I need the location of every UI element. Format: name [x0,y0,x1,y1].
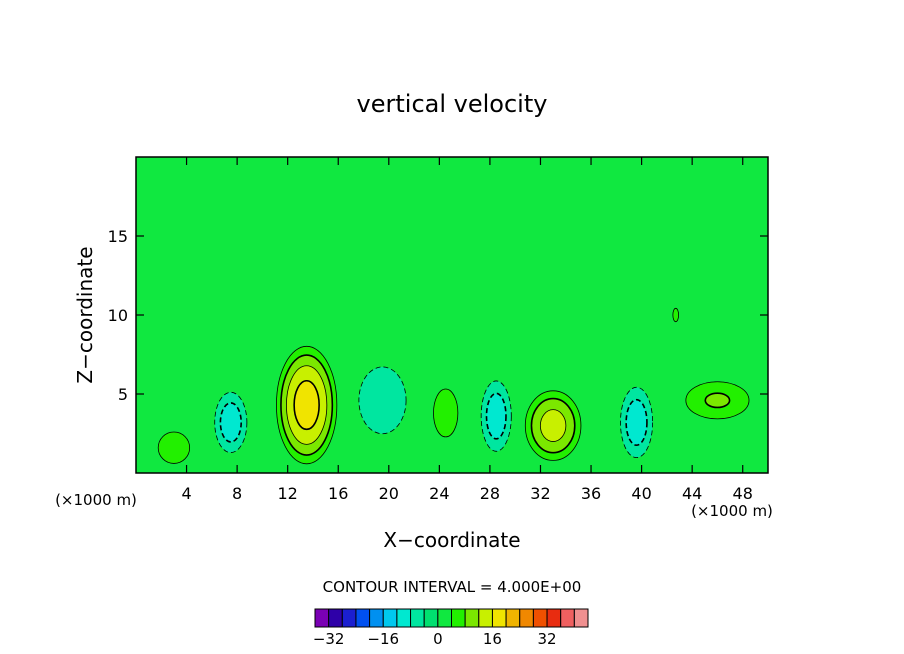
contour-band [433,388,459,438]
colorbar-swatch [464,608,480,628]
colorbar-tick-label: 32 [538,630,557,648]
contour-band [704,392,731,409]
x-tick-label: 12 [278,484,298,503]
x-tick-label: 44 [682,484,702,503]
colorbar-swatch [369,608,384,628]
colorbar-tick-label: −32 [313,630,345,648]
x-tick-label: 48 [733,484,753,503]
x-tick-label: 28 [480,484,500,503]
y-tick-label: 5 [118,385,128,404]
y-axis-ticks: 5 10 15 [108,227,768,404]
contour-band [539,409,567,442]
colorbar-swatch [396,608,412,628]
contour-band [672,307,679,323]
colorbar-tick-label: −16 [367,630,399,648]
y-axis-label: Z−coordinate [73,246,97,383]
colorbar-swatch [546,608,562,628]
contour-band [358,366,407,435]
colorbar-swatch [437,608,453,628]
contour-field [136,157,768,473]
colorbar-swatch [355,608,371,628]
x-tick-label: 4 [181,484,191,503]
contour-band [157,431,191,464]
colorbar-swatch [423,608,439,628]
x-axis-label: X−coordinate [383,528,520,552]
contour-interval-label: CONTOUR INTERVAL = 4.000E+00 [323,578,582,596]
y-tick-label: 15 [108,227,128,246]
x-unit-right: (×1000 m) [691,502,773,520]
colorbar-swatch [410,608,425,628]
colorbar: −32 −16 0 16 32 [313,608,589,648]
y-tick-label: 10 [108,306,128,325]
colorbar-swatch [451,608,466,628]
x-tick-label: 24 [429,484,449,503]
x-tick-label: 40 [631,484,651,503]
x-tick-label: 36 [581,484,601,503]
colorbar-swatch [478,608,493,628]
colorbar-tick-label: 16 [483,630,502,648]
colorbar-swatch [573,608,589,628]
x-tick-label: 16 [328,484,348,503]
contour-band [219,402,242,443]
x-unit-left: (×1000 m) [55,491,137,509]
colorbar-swatch [491,608,507,628]
x-tick-label: 8 [232,484,242,503]
colorbar-swatch [532,608,548,628]
chart-title: vertical velocity [357,90,548,118]
colorbar-swatch [382,608,398,628]
colorbar-swatch [328,608,343,628]
x-axis-ticks: 4 8 12 16 20 24 28 32 36 40 44 48 [181,157,753,503]
x-tick-label: 20 [379,484,399,503]
contour-band [293,379,320,431]
colorbar-swatch [560,608,575,628]
colorbar-swatch [341,608,357,628]
colorbar-tick-label: 0 [433,630,443,648]
x-tick-label: 32 [530,484,550,503]
colorbar-swatch [505,608,521,628]
contour-band [485,392,507,440]
colorbar-swatch [314,608,330,628]
colorbar-swatch [519,608,534,628]
contour-band [625,398,648,446]
